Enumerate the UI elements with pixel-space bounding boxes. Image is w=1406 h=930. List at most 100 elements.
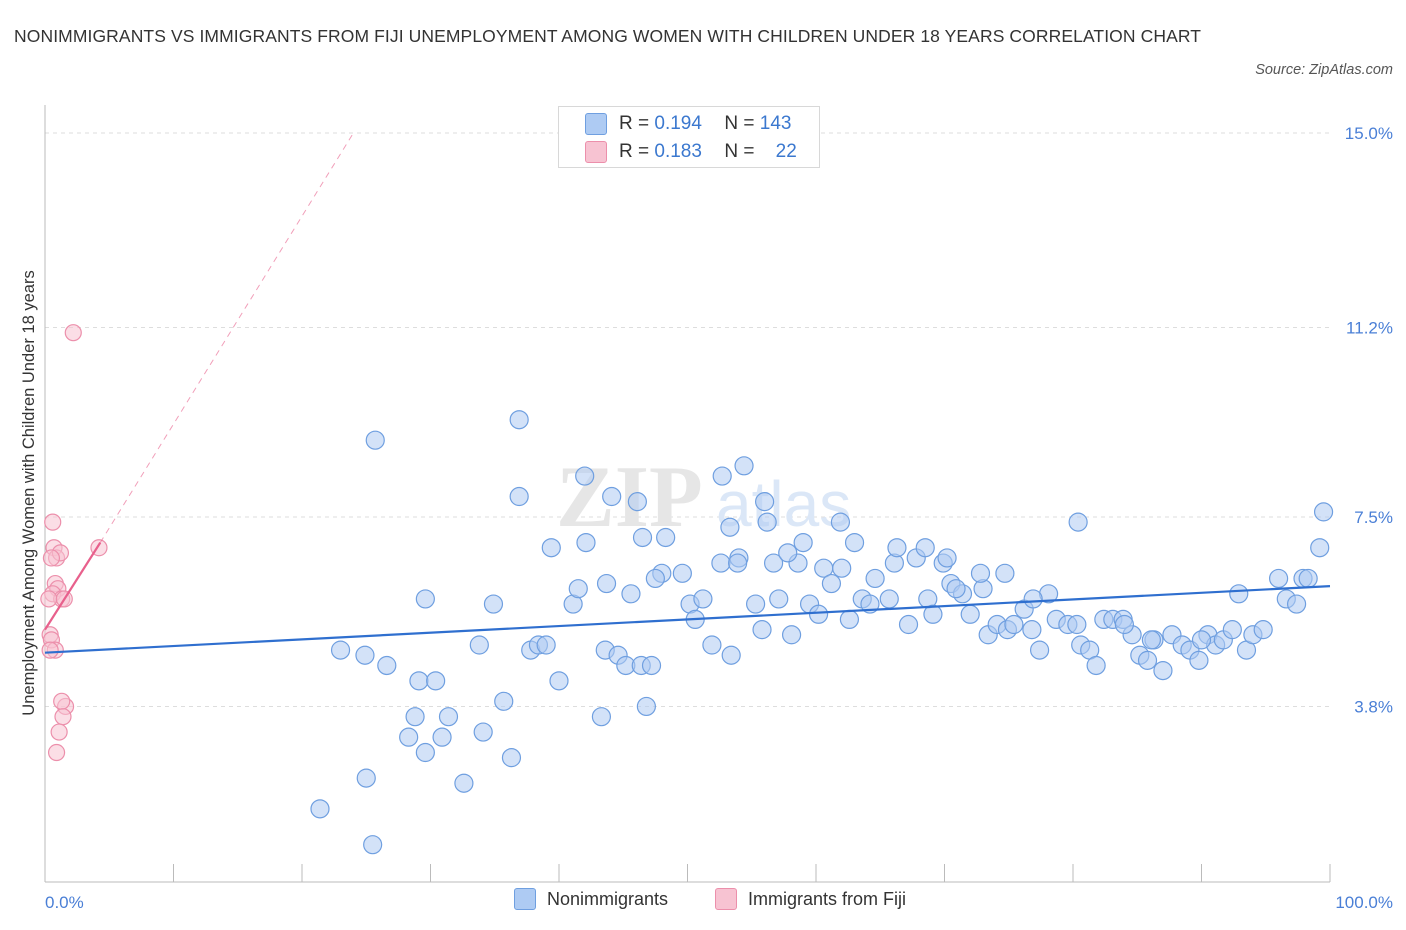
y-tick-label: 7.5% bbox=[1354, 508, 1393, 527]
nonimmigrant-point bbox=[575, 466, 595, 486]
nonimmigrant-point bbox=[937, 548, 957, 568]
nonimmigrant-point bbox=[1229, 584, 1249, 604]
nonimmigrant-point bbox=[830, 512, 851, 532]
nonimmigrant-point bbox=[405, 707, 425, 727]
nonimmigrant-point bbox=[568, 579, 588, 599]
x-tick-labels: 0.0% 100.0% bbox=[45, 893, 1393, 912]
nonimmigrant-point bbox=[377, 655, 397, 676]
legend-n-value: 22 bbox=[775, 141, 797, 162]
nonimmigrant-point bbox=[754, 492, 775, 512]
nonimmigrant-point bbox=[1086, 655, 1106, 676]
nonimmigrant-point bbox=[645, 568, 665, 589]
y-axis-label: Unemployment Among Women with Children U… bbox=[20, 270, 38, 715]
nonimmigrant-point bbox=[712, 466, 732, 486]
fiji-point bbox=[64, 324, 82, 342]
nonimmigrant-point bbox=[636, 696, 656, 717]
nonimmigrant-point bbox=[1313, 502, 1334, 522]
fiji-point bbox=[41, 641, 59, 659]
nonimmigrant-point bbox=[501, 748, 522, 768]
nonimmigrant-point bbox=[1029, 640, 1050, 660]
y-tick-label: 15.0% bbox=[1345, 124, 1393, 143]
series-legend: Nonimmigrants Immigrants from Fiji bbox=[0, 888, 1406, 916]
fiji-trend-extension bbox=[99, 132, 354, 543]
nonimmigrant-point bbox=[763, 553, 784, 573]
nonimmigrant-point bbox=[995, 563, 1015, 583]
nonimmigrant-point bbox=[898, 614, 919, 635]
nonimmigrant-point bbox=[865, 568, 885, 589]
nonimmigrant-point bbox=[839, 609, 860, 630]
nonimmigrant-point bbox=[432, 727, 452, 747]
legend-swatch-blue bbox=[514, 888, 536, 910]
legend-row-fiji: R = 0.183 N = 22 bbox=[585, 140, 797, 164]
nonimmigrant-point bbox=[1068, 512, 1088, 532]
nonimmigrant-point bbox=[576, 532, 596, 553]
fiji-point bbox=[53, 692, 71, 710]
fiji-point bbox=[42, 549, 61, 567]
nonimmigrant-point bbox=[1137, 650, 1158, 670]
nonimmigrant-point bbox=[363, 835, 383, 855]
fiji-point bbox=[40, 590, 58, 608]
legend-r-label: R = bbox=[619, 113, 650, 134]
y-tick-label: 3.8% bbox=[1354, 697, 1393, 716]
nonimmigrant-point bbox=[473, 722, 493, 742]
nonimmigrant-point bbox=[656, 527, 676, 548]
legend-r-value: 0.183 bbox=[654, 141, 702, 162]
nonimmigrant-point bbox=[887, 538, 907, 558]
nonimmigrant-point bbox=[960, 604, 980, 624]
legend-swatch-pink bbox=[585, 141, 607, 163]
trend-lines bbox=[44, 132, 1331, 654]
nonimmigrant-point bbox=[399, 727, 419, 747]
nonimmigrant-point bbox=[365, 430, 385, 450]
nonimmigrants-points bbox=[310, 410, 1334, 855]
nonimmigrant-point bbox=[536, 635, 556, 655]
nonimmigrant-point bbox=[672, 563, 692, 583]
legend-swatch-pink bbox=[715, 888, 737, 910]
nonimmigrant-point bbox=[409, 671, 429, 691]
nonimmigrant-point bbox=[454, 773, 474, 793]
nonimmigrant-point bbox=[793, 532, 813, 553]
nonimmigrant-point bbox=[1153, 660, 1173, 681]
fiji-trend-line bbox=[44, 542, 102, 631]
nonimmigrant-point bbox=[711, 553, 731, 573]
nonimmigrant-point bbox=[541, 538, 561, 558]
nonimmigrant-point bbox=[621, 584, 641, 604]
nonimmigrant-point bbox=[549, 671, 569, 691]
nonimmigrant-point bbox=[1141, 630, 1161, 650]
nonimmigrant-point bbox=[808, 604, 829, 624]
nonimmigrant-point bbox=[1023, 589, 1043, 609]
legend-label: Immigrants from Fiji bbox=[748, 888, 907, 909]
nonimmigrant-point bbox=[752, 620, 772, 640]
nonimmigrant-point bbox=[355, 645, 375, 665]
nonimmigrant-point bbox=[1004, 614, 1024, 635]
x-tick-label: 0.0% bbox=[45, 893, 84, 912]
nonimmigrant-point bbox=[438, 707, 459, 727]
nonimmigrant-point bbox=[821, 573, 842, 594]
nonimmigrant-point bbox=[702, 635, 722, 655]
fiji-point bbox=[47, 743, 66, 762]
nonimmigrant-point bbox=[769, 589, 789, 609]
legend-item-nonimmigrants: Nonimmigrants bbox=[514, 888, 668, 910]
chart-source: Source: ZipAtlas.com bbox=[1255, 62, 1393, 78]
nonimmigrant-point bbox=[734, 456, 754, 476]
nonimmigrant-point bbox=[1067, 614, 1087, 635]
fiji-points bbox=[40, 324, 108, 762]
nonimmigrant-point bbox=[778, 543, 798, 563]
nonimmigrant-point bbox=[415, 589, 435, 609]
nonimmigrant-point bbox=[509, 410, 529, 430]
nonimmigrant-point bbox=[415, 742, 435, 763]
nonimmigrant-point bbox=[356, 768, 376, 788]
fiji-point bbox=[54, 708, 72, 726]
legend-item-fiji: Immigrants from Fiji bbox=[715, 888, 906, 910]
nonimmigrant-point bbox=[1310, 538, 1330, 558]
nonimmigrant-point bbox=[469, 635, 489, 655]
nonimmigrant-point bbox=[596, 573, 617, 594]
nonimmigrant-point bbox=[641, 655, 662, 676]
y-tick-label: 11.2% bbox=[1346, 319, 1393, 338]
legend-swatch-blue bbox=[585, 113, 607, 135]
nonimmigrant-point bbox=[879, 589, 899, 609]
nonimmigrant-point bbox=[627, 492, 647, 512]
nonimmigrant-point bbox=[1268, 568, 1289, 589]
nonimmigrants-trend-line bbox=[44, 585, 1331, 654]
axes bbox=[44, 105, 1331, 883]
